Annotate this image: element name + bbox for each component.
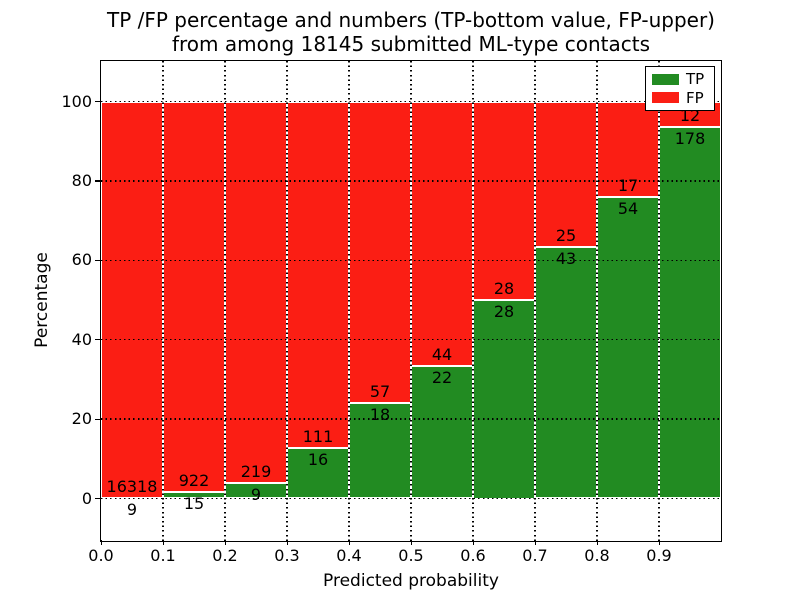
x-tick-label: 0.9 (646, 546, 672, 565)
legend-swatch-tp-icon (652, 73, 679, 85)
x-axis-label: Predicted probability (323, 571, 499, 591)
bar-segment-tp (473, 300, 535, 499)
chart-title-line1: TP /FP percentage and numbers (TP-bottom… (107, 8, 715, 32)
bar-segment-tp (659, 126, 721, 499)
bar-segment-tp (535, 247, 597, 499)
y-tick-mark (95, 498, 100, 500)
bar-label-fp: 219 (240, 461, 272, 481)
bar-segment-fp (349, 101, 411, 404)
x-tick-mark (348, 540, 350, 545)
bar-label-fp: 28 (493, 279, 515, 298)
x-tick-mark (410, 540, 412, 545)
bar-segment-tp (411, 366, 473, 499)
y-tick-mark (95, 101, 100, 103)
bar-label-tp: 15 (183, 494, 205, 514)
bar-label-tp: 22 (431, 368, 453, 388)
x-tick-mark (534, 540, 536, 545)
bar-label-fp: 922 (178, 471, 210, 491)
x-gridline (224, 61, 226, 541)
legend-item-fp: FP (652, 90, 708, 106)
y-tick-mark (95, 259, 100, 262)
x-tick-label: 0.2 (212, 546, 238, 565)
legend-item-tp: TP (652, 71, 708, 87)
bar-label-fp: 111 (302, 427, 334, 447)
bar-segment-fp (101, 101, 163, 499)
y-tick-label: 20 (71, 409, 92, 429)
bar-label-tp: 43 (555, 249, 577, 269)
x-tick-mark (286, 540, 288, 545)
x-tick-label: 0.6 (460, 546, 486, 565)
x-tick-label: 0.3 (274, 546, 300, 565)
bar-segment-fp (473, 101, 535, 300)
x-gridline (472, 61, 474, 541)
bar-label-fp: 17 (617, 175, 639, 195)
x-gridline (162, 61, 164, 541)
x-tick-label: 0.8 (584, 546, 610, 565)
legend-swatch-fp-icon (652, 92, 679, 104)
chart-title-line2: from among 18145 submitted ML-type conta… (171, 32, 651, 56)
y-tick-label: 0 (81, 488, 92, 508)
bar-label-tp: 54 (617, 198, 639, 218)
x-gridline (658, 61, 660, 541)
bar-label-tp: 9 (126, 500, 138, 520)
x-tick-label: 0.5 (398, 546, 424, 565)
x-gridline (596, 61, 598, 541)
bar-label-tp: 18 (369, 405, 391, 425)
bar-label-tp: 28 (493, 302, 515, 321)
y-tick-mark (95, 418, 100, 420)
bar-label-tp: 178 (674, 128, 706, 148)
x-tick-mark (100, 540, 102, 545)
legend-label-tp: TP (686, 70, 705, 89)
x-gridline (534, 61, 536, 541)
x-gridline (286, 61, 288, 541)
y-tick-label: 40 (71, 329, 92, 349)
bar-label-fp: 44 (431, 345, 453, 365)
x-tick-mark (472, 540, 474, 545)
legend: TP FP (645, 66, 715, 111)
bar-label-fp: 16318 (106, 477, 158, 497)
bar-segment-fp (411, 101, 473, 367)
bar-label-tp: 16 (307, 450, 329, 470)
x-tick-label: 0.1 (150, 546, 176, 565)
y-tick-mark (95, 180, 100, 182)
legend-label-fp: FP (686, 88, 704, 107)
x-gridline (410, 61, 412, 541)
bar-label-fp: 57 (369, 382, 391, 402)
x-tick-mark (224, 540, 226, 545)
bar-segment-fp (225, 101, 287, 483)
x-gridline (348, 61, 350, 541)
x-tick-label: 0.7 (522, 546, 548, 565)
y-tick-mark (95, 339, 100, 341)
y-tick-label: 80 (71, 170, 92, 190)
x-tick-mark (658, 540, 660, 545)
x-tick-mark (596, 540, 598, 545)
bar-segment-tp (597, 196, 659, 499)
bar-segment-fp (163, 101, 225, 493)
bar-label-tp: 9 (250, 484, 262, 504)
x-tick-label: 0.4 (336, 546, 362, 565)
plot-area: TP FP 16318 9 922 15 219 9 111 16 57 18 44 22 28 28 25… (100, 60, 722, 542)
y-tick-label: 100 (61, 91, 92, 111)
chart-title: TP /FP percentage and numbers (TP-bottom… (101, 8, 721, 56)
x-tick-label: 0.0 (88, 546, 114, 565)
x-tick-mark (162, 540, 164, 545)
bar-segment-fp (287, 101, 349, 449)
bar-label-fp: 25 (555, 226, 577, 246)
y-tick-label: 60 (71, 250, 92, 270)
